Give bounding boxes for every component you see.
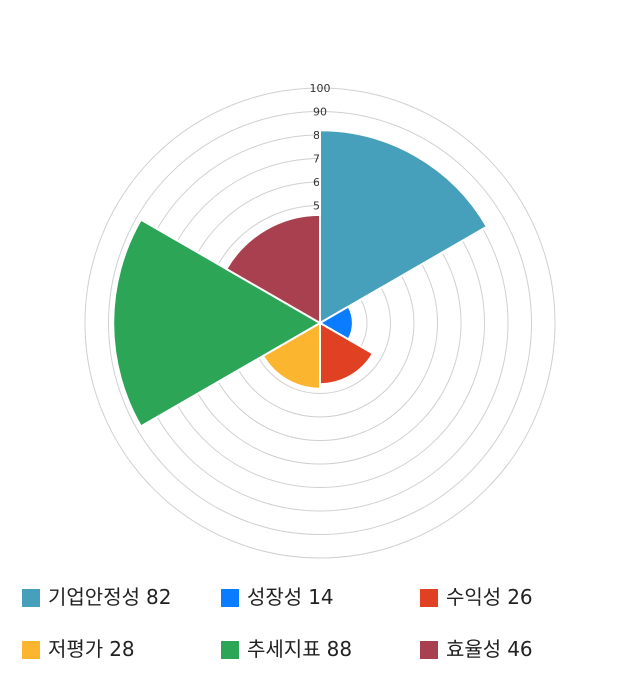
sector <box>112 218 322 428</box>
legend-name: 추세지표 <box>247 637 321 661</box>
legend-name: 수익성 <box>446 585 501 609</box>
legend-swatch <box>221 641 239 659</box>
sector <box>225 213 321 325</box>
legend-value: 28 <box>109 637 134 661</box>
sector <box>319 129 489 325</box>
grid-ring <box>84 87 556 559</box>
legend-value: 14 <box>308 585 333 609</box>
legend-swatch <box>420 641 438 659</box>
legend-swatch <box>420 589 438 607</box>
legend-label: 효율성 46 <box>446 637 533 661</box>
legend-label: 수익성 26 <box>446 585 533 609</box>
legend-name: 성장성 <box>247 585 302 609</box>
sector <box>319 321 375 386</box>
legend-swatch <box>22 589 40 607</box>
legend-label: 성장성 14 <box>247 585 334 609</box>
legend-swatch <box>22 641 40 659</box>
legend-name: 저평가 <box>48 637 103 661</box>
sector <box>261 321 321 390</box>
r-tick-label: 100 <box>310 82 331 95</box>
legend-value: 46 <box>507 637 532 661</box>
legend-label: 기업안정성 82 <box>48 585 171 609</box>
legend: 기업안정성 82 성장성 14 수익성 26 저평가 28 추세지표 88 효율성 46 <box>22 585 533 661</box>
legend-value: 26 <box>507 585 532 609</box>
legend-swatch <box>221 589 239 607</box>
legend-value: 88 <box>327 637 352 661</box>
legend-name: 기업안정성 <box>48 585 140 609</box>
sectors <box>112 129 489 428</box>
legend-value: 82 <box>146 585 171 609</box>
grid-ring <box>108 111 532 535</box>
r-tick-label: 90 <box>313 106 327 119</box>
legend-label: 추세지표 88 <box>247 637 352 661</box>
legend-name: 효율성 <box>446 637 501 661</box>
legend-label: 저평가 28 <box>48 637 135 661</box>
